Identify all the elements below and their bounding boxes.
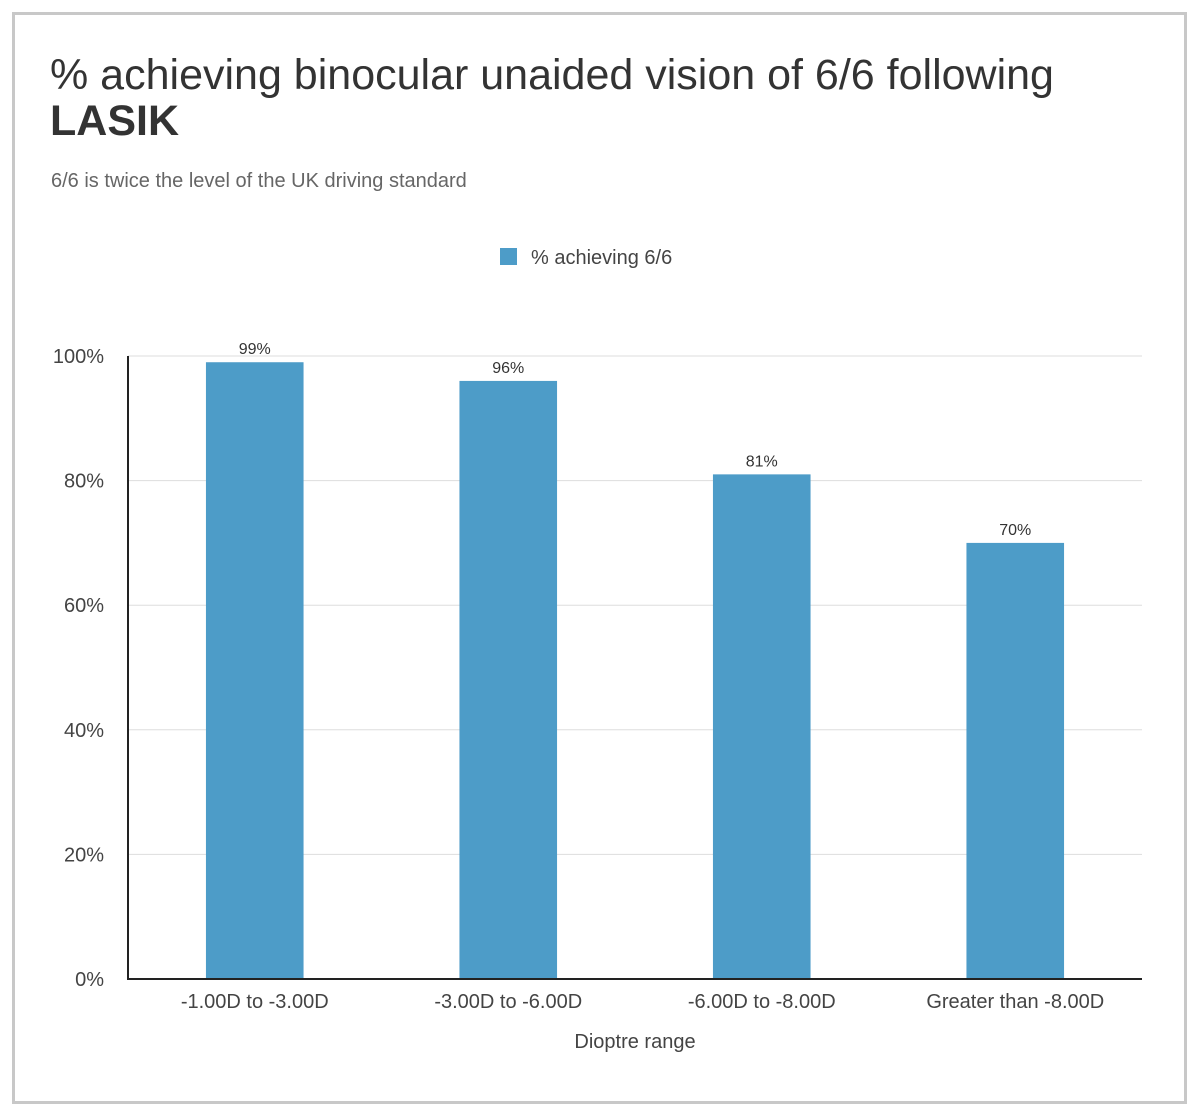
x-axis-ticks: -1.00D to -3.00D -3.00D to -6.00D -6.00D t…: [181, 991, 1104, 1013]
axes: [127, 356, 1142, 980]
y-tick-label: 20%: [64, 844, 104, 866]
chart-title-emphasis: LASIK: [50, 97, 179, 145]
bar-2-value-label: 96%: [492, 360, 524, 377]
x-tick-label: Greater than -8.00D: [926, 991, 1104, 1013]
y-tick-label: 80%: [64, 471, 104, 493]
bar-1-value-label: 99%: [239, 341, 271, 358]
legend-label: % achieving 6/6: [531, 247, 672, 269]
legend-swatch: [500, 248, 517, 265]
x-axis-title: Dioptre range: [574, 1031, 695, 1053]
y-tick-label: 40%: [64, 720, 104, 742]
bar-3: [712, 474, 811, 979]
bar-2: [459, 380, 558, 979]
chart-title: % achieving binocular unaided vision of …: [50, 52, 1150, 144]
x-tick-label: -3.00D to -6.00D: [434, 991, 582, 1013]
y-tick-label: 0%: [75, 969, 104, 991]
bar-4: [966, 542, 1065, 979]
bars: [205, 362, 1065, 980]
bar-3-value-label: 81%: [746, 453, 778, 470]
chart-subtitle: 6/6 is twice the level of the UK driving…: [51, 170, 467, 192]
chart-title-text: % achieving binocular unaided vision of …: [50, 51, 1054, 99]
bar-data-labels: 99% 96% 81% 70%: [239, 341, 1032, 539]
x-tick-label: -6.00D to -8.00D: [688, 991, 836, 1013]
bar-4-value-label: 70%: [999, 522, 1031, 539]
y-tick-label: 100%: [53, 346, 104, 368]
bar-1: [205, 362, 304, 980]
x-tick-label: -1.00D to -3.00D: [181, 991, 329, 1013]
y-tick-label: 60%: [64, 595, 104, 617]
legend: % achieving 6/6: [500, 247, 672, 269]
y-axis-ticks: 0% 20% 40% 60% 80% 100%: [53, 346, 104, 991]
